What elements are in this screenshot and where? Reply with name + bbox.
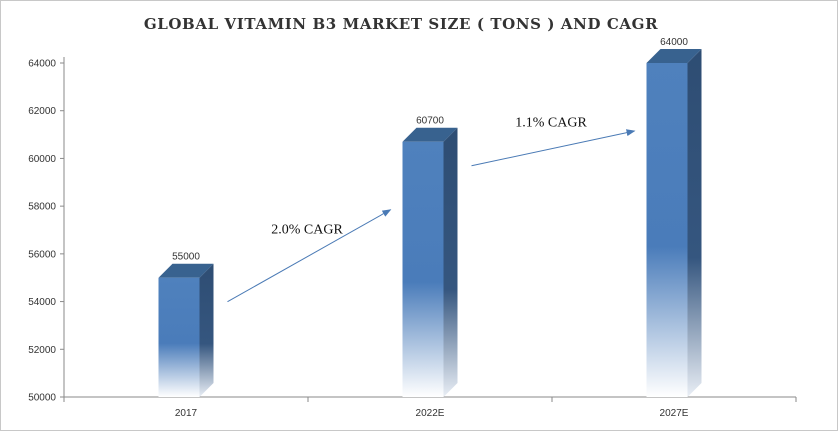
bar-top [158, 263, 214, 278]
data-label: 64000 [660, 37, 688, 48]
bar-side [687, 49, 702, 397]
bar-top [402, 127, 458, 142]
bar [646, 63, 688, 397]
bar-side [199, 263, 214, 397]
y-tick-label: 50000 [28, 393, 56, 404]
cagr-arrow [471, 129, 636, 167]
bars: 55000 2017 60700 2022E 64000 2027E [158, 37, 702, 419]
bar [158, 277, 200, 397]
chart-title: GLOBAL VITAMIN B3 MARKET SIZE ( TONS ) A… [144, 15, 658, 33]
y-tick-label: 60000 [28, 154, 56, 165]
y-tick-label: 62000 [28, 106, 56, 117]
bar [402, 141, 444, 397]
y-tick-label: 58000 [28, 202, 56, 213]
data-label: 55000 [172, 252, 200, 263]
cagr-label: 2.0% CAGR [271, 223, 343, 238]
x-tick-label: 2017 [175, 408, 198, 419]
cagr-label: 1.1% CAGR [515, 115, 587, 130]
annotations: 2.0% CAGR 1.1% CAGR [227, 115, 636, 303]
x-tick-label: 2022E [416, 408, 445, 419]
data-label: 60700 [416, 116, 444, 127]
y-tick-label: 52000 [28, 345, 56, 356]
y-tick-label: 64000 [28, 59, 56, 70]
cagr-arrow [227, 209, 392, 303]
y-tick-label: 56000 [28, 249, 56, 260]
bar-side [443, 127, 458, 397]
x-tick-label: 2027E [660, 408, 689, 419]
y-tick-label: 54000 [28, 297, 56, 308]
bar-top [646, 49, 702, 63]
